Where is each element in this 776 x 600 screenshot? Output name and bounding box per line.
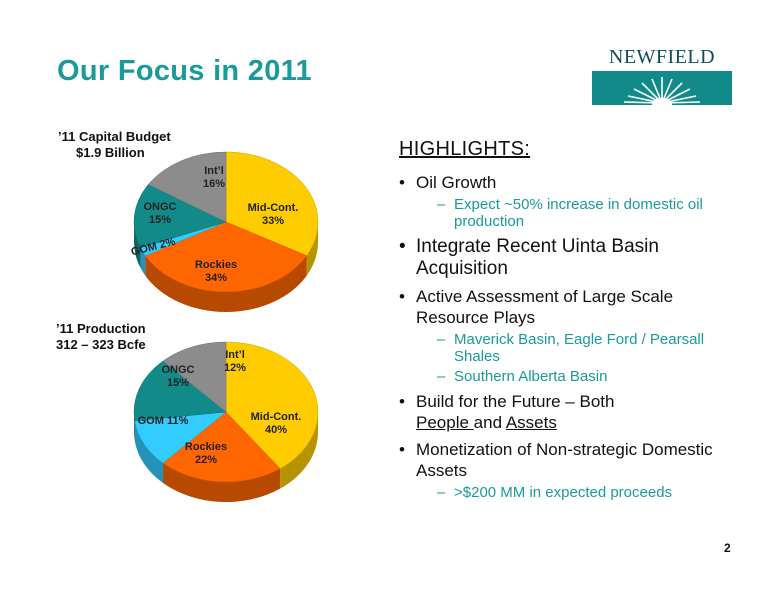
budget-pie-chart: Mid-Cont. 33%Rockies 34%GOM 2%ONGC 15%Int’l…	[130, 151, 319, 312]
pie2-slice-mid-cont	[225, 341, 319, 469]
pie1-label-ongc: ONGC 15%	[144, 201, 177, 226]
pie2-label-gom: GOM 11%	[138, 415, 189, 427]
highlights-heading: HIGHLIGHTS:	[399, 138, 531, 160]
pie1-label-mid-cont: Mid-Cont. 33%	[248, 202, 299, 227]
pie1-side-mid-cont-0	[306, 222, 318, 276]
bullet-future: Build for the Future – Both People and A…	[399, 391, 739, 433]
pie1-slice-mid-cont	[225, 151, 319, 257]
sub-bullet-proceeds: >$200 MM in expected proceeds	[416, 484, 739, 501]
pie2-label-rockies: Rockies 22%	[185, 441, 227, 466]
highlights-list: Oil Growth Expect ~50% increase in domes…	[399, 166, 739, 504]
pie1-side-gom-0	[140, 247, 146, 276]
pie1-side-rockies-0	[145, 255, 307, 312]
page-number: 2	[724, 541, 731, 555]
pie2-side-gom-0	[134, 420, 164, 484]
production-pie-chart: Mid-Cont. 40% Rockies 22% GOM 11% ONGC 15% Int’…	[133, 341, 319, 502]
sub-bullet-oil-increase: Expect ~50% increase in domestic oil pro…	[416, 196, 739, 230]
bullet-monetization-text: Monetization of Non-strategic Domestic A…	[416, 440, 713, 480]
production-chart-label-line2: 312 – 323 Bcfe	[56, 337, 146, 352]
pie2-side-ongc-0	[134, 412, 135, 441]
bullet-oil-growth-text: Oil Growth	[416, 173, 497, 192]
pie1-slice-int-l	[147, 151, 227, 223]
bullet-future-people: People	[416, 413, 474, 432]
bullet-future-prefix: Build for the Future – Both	[416, 392, 615, 411]
pie1-label-rockies: Rockies 34%	[195, 259, 237, 284]
pie2-slice-int-l	[162, 341, 227, 413]
pie2-label-mid-cont: Mid-Cont. 40%	[251, 411, 302, 436]
bullet-oil-growth: Oil Growth Expect ~50% increase in domes…	[399, 172, 739, 230]
pie2-slice-rockies	[162, 411, 281, 483]
bullet-uinta: Integrate Recent Uinta Basin Acquisition	[399, 236, 739, 280]
pie2-label-ongc: ONGC 15%	[162, 364, 195, 389]
bullet-monetization: Monetization of Non-strategic Domestic A…	[399, 439, 739, 501]
sub-bullet-alberta: Southern Alberta Basin	[416, 368, 739, 385]
pie2-side-mid-cont-0	[280, 412, 318, 489]
sub-bullet-maverick: Maverick Basin, Eagle Ford / Pearsall Sh…	[416, 331, 739, 365]
bullet-assessment-text: Active Assessment of Large Scale Resourc…	[416, 287, 674, 327]
pie2-side-rockies-0	[163, 463, 281, 502]
logo-wordmark: NEWFIELD	[608, 46, 716, 68]
pie2-label-int-l: Int’l 12%	[224, 349, 246, 374]
budget-chart-label-line1: ’11 Capital Budget	[58, 129, 171, 144]
bullet-assessment: Active Assessment of Large Scale Resourc…	[399, 286, 739, 385]
bullet-future-and: and	[473, 413, 506, 432]
sunburst-icon	[592, 71, 732, 105]
slide-title: Our Focus in 2011	[57, 55, 312, 87]
pie1-slice-rockies	[144, 221, 308, 293]
pie1-side-ongc-0	[134, 222, 141, 268]
budget-chart-label: ’11 Capital Budget $1.9 Billion	[58, 129, 171, 161]
pie2-slice-ongc	[133, 360, 227, 422]
budget-chart-label-line2: $1.9 Billion	[76, 145, 145, 160]
bullet-future-assets: Assets	[505, 413, 557, 432]
production-chart-label: ’11 Production 312 – 323 Bcfe	[56, 321, 146, 353]
pie1-slice-ongc	[133, 184, 227, 249]
production-chart-label-line1: ’11 Production	[56, 321, 146, 336]
newfield-logo: NEWFIELD	[592, 46, 732, 106]
pie1-label-int-l: Int’l 16%	[203, 165, 225, 190]
